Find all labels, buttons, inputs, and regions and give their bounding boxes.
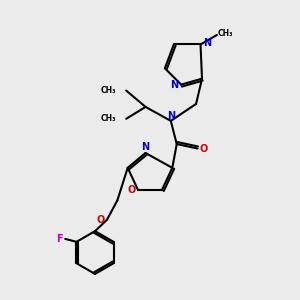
Text: N: N	[142, 142, 150, 152]
Text: CH₃: CH₃	[100, 86, 116, 95]
Text: O: O	[200, 143, 208, 154]
Text: O: O	[96, 215, 104, 225]
Text: CH₃: CH₃	[218, 29, 233, 38]
Text: N: N	[203, 38, 211, 48]
Text: O: O	[128, 185, 136, 195]
Text: N: N	[167, 110, 175, 121]
Text: CH₃: CH₃	[100, 114, 116, 123]
Text: F: F	[56, 234, 63, 244]
Text: N: N	[171, 80, 179, 90]
